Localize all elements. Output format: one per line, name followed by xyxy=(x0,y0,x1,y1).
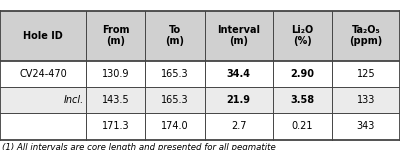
Text: Interval
(m): Interval (m) xyxy=(217,25,260,46)
Text: Incl.: Incl. xyxy=(64,95,84,105)
Text: (1) All intervals are core length and presented for all pegmatite
intervals >2 m: (1) All intervals are core length and pr… xyxy=(2,143,276,150)
Text: 34.4: 34.4 xyxy=(227,69,251,79)
Text: Hole ID: Hole ID xyxy=(23,31,63,41)
Text: To
(m): To (m) xyxy=(166,25,184,46)
Text: 171.3: 171.3 xyxy=(102,121,130,131)
Text: 133: 133 xyxy=(357,95,375,105)
Text: 21.9: 21.9 xyxy=(227,95,251,105)
Bar xyxy=(0,113,400,140)
Bar xyxy=(0,11,400,61)
Text: 165.3: 165.3 xyxy=(161,69,189,79)
Text: 0.21: 0.21 xyxy=(292,121,313,131)
Text: 143.5: 143.5 xyxy=(102,95,130,105)
Text: 2.7: 2.7 xyxy=(231,121,246,131)
Text: Li₂O
(%): Li₂O (%) xyxy=(291,25,313,46)
Text: 125: 125 xyxy=(356,69,375,79)
Text: 3.58: 3.58 xyxy=(290,95,314,105)
Text: 2.90: 2.90 xyxy=(290,69,314,79)
Text: CV24-470: CV24-470 xyxy=(19,69,67,79)
Text: 165.3: 165.3 xyxy=(161,95,189,105)
Text: From
(m): From (m) xyxy=(102,25,130,46)
Text: 130.9: 130.9 xyxy=(102,69,130,79)
Bar xyxy=(0,61,400,87)
Text: 343: 343 xyxy=(357,121,375,131)
Text: 174.0: 174.0 xyxy=(161,121,189,131)
Bar xyxy=(0,87,400,113)
Text: Ta₂O₅
(ppm): Ta₂O₅ (ppm) xyxy=(349,25,382,46)
